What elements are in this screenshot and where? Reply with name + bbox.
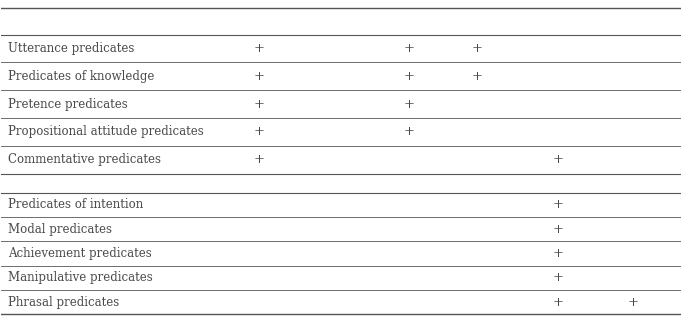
Text: +: + <box>254 98 265 111</box>
Text: +: + <box>553 198 564 211</box>
Text: +: + <box>471 42 482 55</box>
Text: Phrasal predicates: Phrasal predicates <box>8 296 119 309</box>
Text: Propositional attitude predicates: Propositional attitude predicates <box>8 125 204 138</box>
Text: +: + <box>404 98 415 111</box>
Text: Commentative predicates: Commentative predicates <box>8 153 161 166</box>
Text: +: + <box>553 296 564 309</box>
Text: +: + <box>404 42 415 55</box>
Text: +: + <box>254 153 265 166</box>
Text: Achievement predicates: Achievement predicates <box>8 247 152 260</box>
Text: +: + <box>254 70 265 83</box>
Text: +: + <box>553 271 564 285</box>
Text: Manipulative predicates: Manipulative predicates <box>8 271 153 285</box>
Text: Predicates of intention: Predicates of intention <box>8 198 143 211</box>
Text: +: + <box>553 153 564 166</box>
Text: +: + <box>627 296 638 309</box>
Text: Predicates of knowledge: Predicates of knowledge <box>8 70 155 83</box>
Text: Pretence predicates: Pretence predicates <box>8 98 128 111</box>
Text: +: + <box>254 125 265 138</box>
Text: Utterance predicates: Utterance predicates <box>8 42 134 55</box>
Text: +: + <box>404 125 415 138</box>
Text: +: + <box>471 70 482 83</box>
Text: +: + <box>404 70 415 83</box>
Text: +: + <box>553 223 564 236</box>
Text: Modal predicates: Modal predicates <box>8 223 112 236</box>
Text: +: + <box>553 247 564 260</box>
Text: +: + <box>254 42 265 55</box>
